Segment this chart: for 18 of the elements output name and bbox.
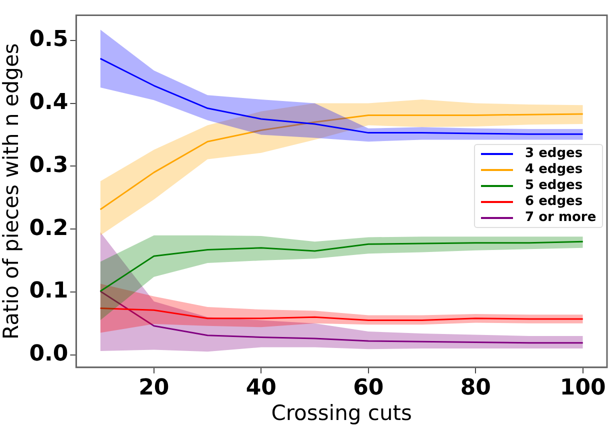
x-tick-label: 60 — [353, 375, 384, 400]
x-tick-label: 40 — [246, 375, 276, 400]
y-tick-label: 0.5 — [29, 27, 68, 52]
y-tick-label: 0.4 — [29, 90, 68, 115]
legend-label: 3 edges — [525, 146, 583, 162]
x-tick-label: 100 — [560, 375, 606, 400]
y-tick-label: 0.0 — [29, 342, 68, 367]
y-tick-label: 0.1 — [29, 278, 68, 304]
legend-label: 7 or more — [525, 210, 596, 226]
x-axis-title: Crossing cuts — [271, 400, 412, 425]
legend-label: 6 edges — [525, 194, 583, 210]
legend-label: 5 edges — [525, 178, 583, 194]
y-tick-label: 0.2 — [29, 216, 68, 241]
y-tick-label: 0.3 — [29, 152, 68, 178]
y-axis-title: Ratio of pieces with n edges — [0, 43, 24, 340]
x-tick-label: 80 — [460, 375, 491, 400]
legend-label: 4 edges — [525, 162, 583, 178]
x-tick-label: 20 — [138, 375, 170, 400]
